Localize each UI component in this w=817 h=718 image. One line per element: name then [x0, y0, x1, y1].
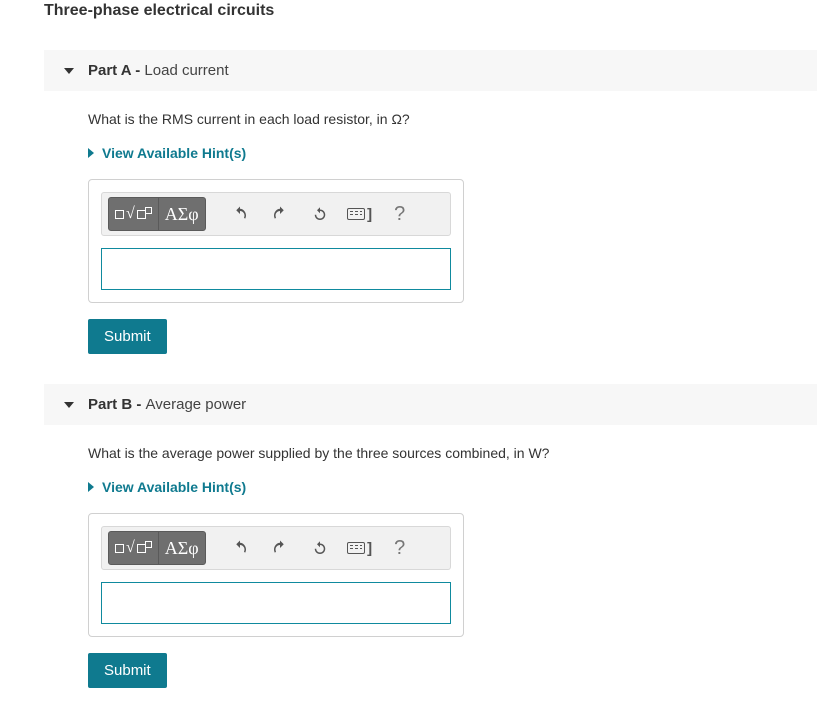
reset-icon	[311, 205, 329, 223]
part-b-header[interactable]: Part B - Average power	[44, 384, 817, 425]
greek-button[interactable]: ΑΣφ	[158, 531, 206, 565]
part-b-hints-label: View Available Hint(s)	[102, 479, 246, 495]
sqrt-template-icon: √	[115, 539, 152, 557]
part-a-label: Part A - Load current	[88, 62, 229, 79]
keyboard-button[interactable]: ]	[342, 197, 378, 231]
chevron-down-icon	[64, 402, 74, 408]
reset-icon	[311, 539, 329, 557]
part-a-answer-input[interactable]	[101, 248, 451, 290]
part-b-toolbar: √ ΑΣφ ] ?	[101, 526, 451, 570]
undo-icon	[231, 539, 249, 557]
part-b-prefix: Part B	[88, 396, 132, 413]
part-b-suffix: Average power	[146, 396, 247, 413]
chevron-right-icon	[88, 148, 94, 158]
part-a-question: What is the RMS current in each load res…	[88, 111, 817, 127]
part-b-sep: -	[132, 396, 145, 413]
chevron-down-icon	[64, 68, 74, 74]
greek-button[interactable]: ΑΣφ	[158, 197, 206, 231]
redo-icon	[271, 205, 289, 223]
keyboard-button[interactable]: ]	[342, 531, 378, 565]
keyboard-icon: ]	[347, 540, 372, 557]
part-a-prefix: Part A	[88, 62, 131, 79]
help-button[interactable]: ?	[382, 197, 418, 231]
undo-icon	[231, 205, 249, 223]
redo-icon	[271, 539, 289, 557]
reset-button[interactable]	[302, 531, 338, 565]
part-a-hints-toggle[interactable]: View Available Hint(s)	[88, 145, 817, 161]
part-a-suffix: Load current	[144, 62, 228, 79]
redo-button[interactable]	[262, 197, 298, 231]
part-a-header[interactable]: Part A - Load current	[44, 50, 817, 91]
part-b-hints-toggle[interactable]: View Available Hint(s)	[88, 479, 817, 495]
part-a-toolbar: √ ΑΣφ ] ?	[101, 192, 451, 236]
part-b-label: Part B - Average power	[88, 396, 246, 413]
part-a-sep: -	[131, 62, 144, 79]
part-b-answer-input[interactable]	[101, 582, 451, 624]
part-b-question: What is the average power supplied by th…	[88, 445, 817, 461]
part-a-hints-label: View Available Hint(s)	[102, 145, 246, 161]
undo-button[interactable]	[222, 531, 258, 565]
template-button[interactable]: √	[108, 197, 159, 231]
part-b-body: What is the average power supplied by th…	[44, 425, 817, 718]
undo-button[interactable]	[222, 197, 258, 231]
part-a-body: What is the RMS current in each load res…	[44, 91, 817, 384]
reset-button[interactable]	[302, 197, 338, 231]
sqrt-template-icon: √	[115, 205, 152, 223]
help-button[interactable]: ?	[382, 531, 418, 565]
page-title: Three-phase electrical circuits	[44, 2, 817, 20]
part-b-answer-box: √ ΑΣφ ] ?	[88, 513, 464, 637]
chevron-right-icon	[88, 482, 94, 492]
redo-button[interactable]	[262, 531, 298, 565]
template-button[interactable]: √	[108, 531, 159, 565]
part-a-submit-button[interactable]: Submit	[88, 319, 167, 354]
part-b-submit-button[interactable]: Submit	[88, 653, 167, 688]
part-a-answer-box: √ ΑΣφ ] ?	[88, 179, 464, 303]
keyboard-icon: ]	[347, 206, 372, 223]
